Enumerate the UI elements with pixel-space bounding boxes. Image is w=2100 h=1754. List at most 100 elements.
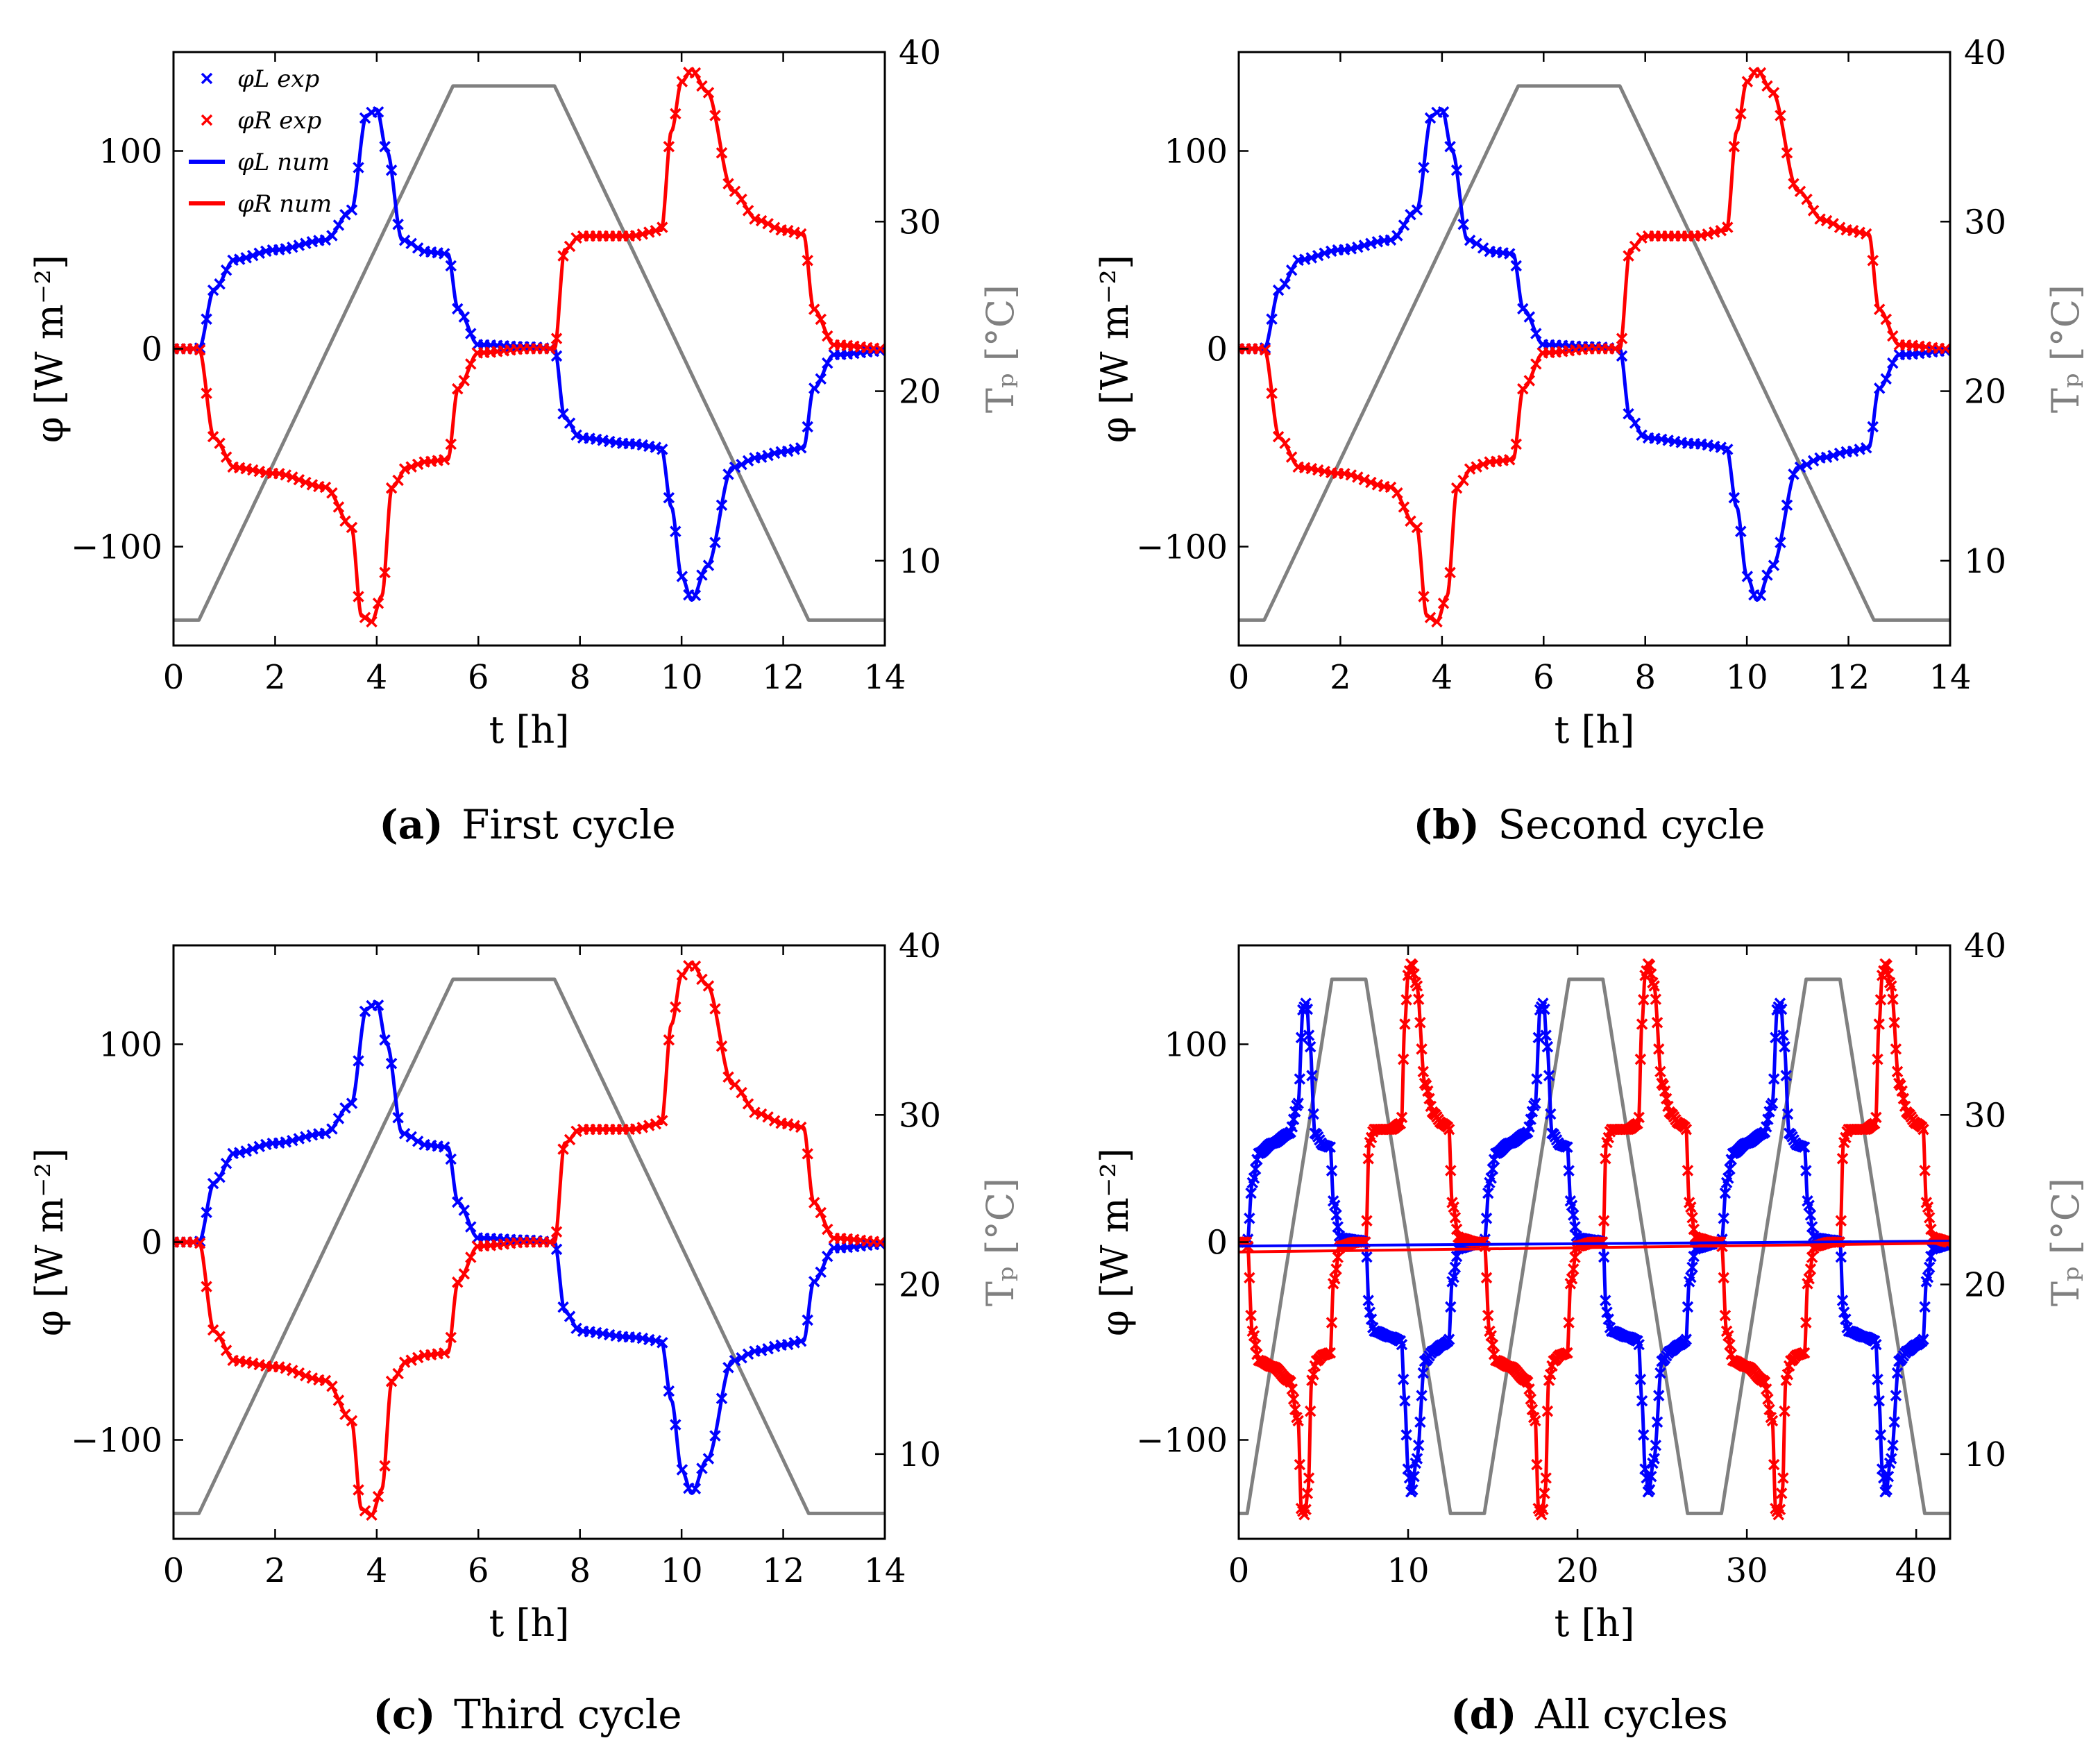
marker-phiR-exp [1249,1339,1262,1351]
marker-phiL-exp [1326,1165,1338,1177]
x-tick-label: 12 [1827,658,1870,697]
marker-phiL-exp [1686,1261,1698,1274]
marker-phiR-exp [1292,1415,1304,1427]
x-tick-label: 8 [1634,658,1656,697]
marker-phiL-exp [1775,1003,1788,1015]
y-axis-label: φ [W m⁻²] [28,1148,71,1336]
marker-phiL-exp [1917,1333,1929,1345]
marker-phiR-exp [808,303,820,315]
marker-phiL-exp [1724,1163,1736,1175]
y2-tick-label: 20 [1964,373,2006,412]
marker-phiR-exp [1881,959,1892,972]
marker-phiR-exp [1633,1111,1645,1124]
marker-phiR-exp [564,1133,576,1146]
x-tick-label: 0 [163,658,185,697]
marker-phiL-exp [1881,1484,1892,1496]
marker-phiL-exp [1532,1031,1544,1044]
marker-phiR-exp [570,232,582,244]
marker-phiL-exp [1292,1097,1304,1109]
marker-phiR-exp [1285,451,1298,463]
marker-phiR-exp [1523,1383,1535,1395]
marker-phiL-exp [1245,1187,1257,1199]
marker-phiL-exp [1718,1213,1729,1224]
marker-phiR-exp [300,1369,312,1382]
marker-phiR-exp [293,473,305,486]
marker-phiL-exp [1648,1453,1660,1465]
marker-phiL-exp [1719,1187,1731,1199]
marker-phiL-exp [1800,1165,1812,1177]
marker-phiR-exp [1563,1317,1575,1329]
marker-phiR-exp [465,1251,477,1263]
marker-phiR-exp [398,1356,411,1368]
marker-phiL-exp [287,241,298,253]
marker-phiL-exp [808,382,820,394]
marker-phiL-exp [1561,1141,1573,1153]
marker-phiR-exp [657,221,668,233]
marker-phiL-exp [1722,444,1734,455]
marker-phiR-exp [1324,1347,1337,1359]
marker-phiR-exp [1836,1153,1849,1165]
marker-phiL-exp [1798,1141,1811,1153]
marker-phiR-exp [1444,566,1456,579]
marker-phiR-exp [1396,1111,1408,1124]
y2-tick-label: 40 [1964,927,2006,965]
marker-phiR-exp [372,597,384,609]
y2-tick-label: 30 [899,203,941,242]
marker-phiL-exp [293,239,305,251]
marker-phiR-exp [293,1367,305,1379]
marker-phiR-exp [650,1118,662,1130]
marker-phiR-exp [762,218,774,230]
marker-phiR-exp [1412,993,1425,1005]
marker-phiL-exp [1464,234,1476,246]
marker-phiL-exp [1358,239,1371,251]
x-tick-label: 2 [1330,658,1351,697]
marker-phiR-exp [300,476,312,489]
marker-phiL-exp [326,1123,338,1135]
x-tick-label: 12 [762,1551,804,1590]
marker-phiR-exp [709,110,721,121]
y-tick-label: 0 [141,1224,162,1263]
marker-phiR-exp [1636,1018,1648,1030]
caption-c: (c) Third cycle [373,1691,681,1738]
marker-phiR-exp [702,980,715,992]
marker-phiL-exp [1418,162,1430,174]
marker-phiR-exp [1702,228,1714,240]
marker-phiR-exp [1801,193,1813,205]
marker-phiL-exp [398,1127,411,1140]
y-tick-label: 0 [1206,1224,1228,1263]
x-tick-label: 2 [264,658,286,697]
marker-phiL-exp [392,1112,404,1124]
marker-phiL-exp [1923,1261,1936,1274]
marker-phiL-exp [1482,1187,1494,1199]
marker-phiR-exp [663,141,675,153]
marker-phiR-exp [1718,1272,1729,1284]
marker-phiL-exp [458,311,471,323]
marker-phiR-exp [1629,240,1641,253]
marker-phiR-exp [802,1148,813,1160]
marker-phiR-exp [1545,1369,1557,1381]
marker-phiR-exp [755,1108,768,1120]
marker-phiL-exp [1477,242,1489,254]
marker-phiR-exp [1399,1018,1411,1030]
x-tick-label: 30 [1726,1551,1768,1590]
marker-phiR-exp [1648,980,1660,992]
marker-phiL-exp [815,373,827,385]
marker-phiL-exp [657,1337,668,1349]
marker-phiL-exp [676,1464,688,1476]
marker-phiR-exp [1882,968,1895,980]
marker-phiR-exp [1330,1263,1342,1275]
marker-phiR-exp [1686,1212,1698,1224]
marker-phiR-exp [768,221,781,233]
marker-phiL-exp [1880,373,1892,385]
marker-phiL-exp [1457,219,1469,230]
x-tick-label: 6 [468,1551,489,1590]
marker-phiL-exp [458,1204,471,1216]
marker-phiR-exp [353,591,364,602]
marker-phiR-exp [1643,959,1656,972]
marker-phiR-exp [1923,1212,1936,1224]
marker-phiR-exp [822,1223,833,1236]
marker-phiL-exp [346,204,358,216]
marker-phiR-exp [1940,343,1950,355]
caption-a: (a) First cycle [379,801,676,848]
marker-phiL-exp [405,237,417,250]
